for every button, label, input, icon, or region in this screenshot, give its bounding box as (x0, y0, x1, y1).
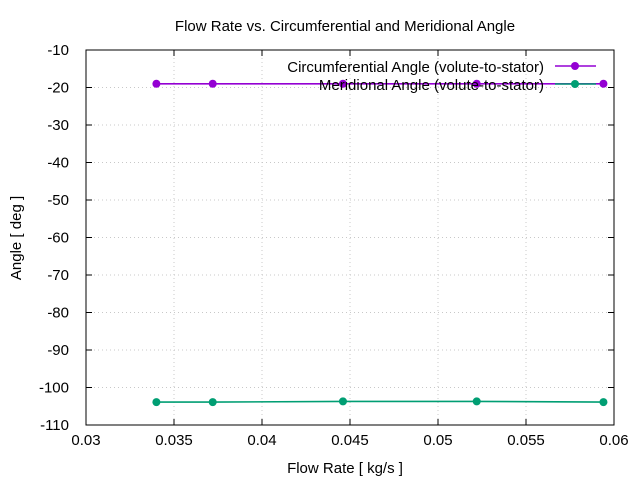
legend: Circumferential Angle (volute-to-stator)… (287, 59, 596, 94)
x-axis-label: Flow Rate [ kg/s ] (287, 460, 403, 477)
x-tick-label: 0.03 (71, 432, 100, 449)
data-point-circumferential (208, 79, 217, 88)
y-tick-label: -100 (39, 380, 69, 397)
legend-marker-circumferential (571, 62, 579, 70)
axis-ticks: 0.03 0.035 0.04 0.045 0.05 0.055 0.06 -10 -20 -30… (39, 42, 629, 449)
series-layer (152, 79, 608, 407)
y-tick-label: -30 (47, 117, 69, 134)
legend-label-circumferential: Circumferential Angle (volute-to-stator) (287, 59, 544, 76)
x-tick-label: 0.045 (331, 432, 369, 449)
data-point-circumferential (599, 79, 608, 88)
y-tick-label: -40 (47, 155, 69, 172)
data-point-meridional (208, 398, 217, 407)
x-tick-label: 0.035 (155, 432, 193, 449)
y-tick-label: -10 (47, 42, 69, 59)
grid-lines (86, 50, 614, 425)
legend-marker-meridional (571, 80, 579, 88)
x-tick-label: 0.06 (599, 432, 628, 449)
data-point-meridional (152, 398, 161, 407)
data-point-meridional (599, 398, 608, 407)
x-tick-label: 0.055 (507, 432, 545, 449)
y-tick-label: -50 (47, 192, 69, 209)
x-tick-label: 0.04 (247, 432, 276, 449)
data-point-circumferential (338, 79, 347, 88)
data-point-meridional (338, 397, 347, 406)
y-tick-label: -70 (47, 267, 69, 284)
legend-label-meridional: Meridional Angle (volute-to-stator) (319, 77, 544, 94)
y-axis-label: Angle [ deg ] (8, 196, 25, 280)
series-line-meridional (156, 400, 604, 403)
data-point-circumferential (152, 79, 161, 88)
data-point-circumferential (472, 79, 481, 88)
chart-title: Flow Rate vs. Circumferential and Meridi… (175, 18, 515, 35)
y-tick-label: -90 (47, 342, 69, 359)
y-tick-label: -60 (47, 230, 69, 247)
data-point-meridional (472, 397, 481, 406)
y-tick-label: -20 (47, 80, 69, 97)
x-tick-label: 0.05 (423, 432, 452, 449)
y-tick-label: -80 (47, 305, 69, 322)
y-tick-label: -110 (40, 417, 69, 434)
